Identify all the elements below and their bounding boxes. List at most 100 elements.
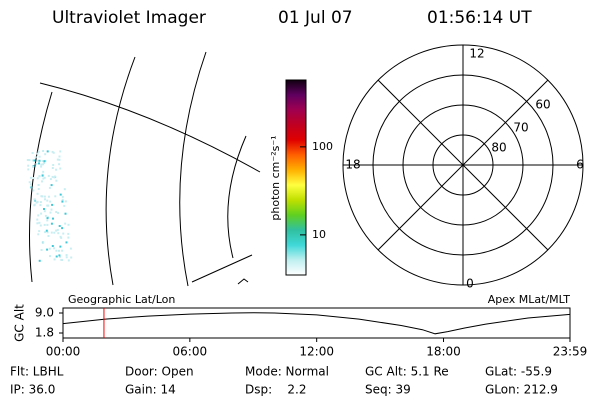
speckle (46, 231, 49, 234)
speckle (30, 183, 32, 186)
speckle (51, 245, 54, 247)
colorbar-label: photon cm⁻²s⁻¹ (269, 135, 282, 220)
speckle (38, 175, 41, 178)
parallel (191, 254, 253, 283)
speckle (59, 150, 62, 153)
speckle (38, 259, 41, 262)
x-tick-label: 00:00 (46, 345, 81, 359)
meridian (227, 135, 247, 259)
speckle (53, 176, 56, 179)
date: 01 Jul 07 (278, 8, 353, 28)
speckle (51, 150, 54, 153)
mlt-label: 0 (466, 277, 474, 291)
speckle (59, 235, 62, 238)
speckle (39, 204, 42, 207)
speckle (42, 170, 45, 173)
speckle (54, 195, 57, 198)
speckle (62, 232, 65, 235)
speckle (57, 212, 60, 214)
speckle (49, 178, 52, 181)
speckle (55, 211, 58, 213)
speckle (57, 232, 60, 235)
colorbar-tick-label: 10 (312, 228, 326, 241)
info-field: Seq: 39 (365, 383, 411, 397)
speckle (37, 233, 40, 236)
speckle (44, 198, 46, 201)
speckle (61, 259, 64, 261)
speckle (65, 256, 68, 259)
alt-line (62, 312, 571, 335)
speckle (27, 168, 30, 171)
map (29, 51, 261, 287)
speckle (69, 247, 72, 250)
speckle (31, 159, 34, 162)
speckle (43, 176, 46, 179)
speckle (30, 176, 32, 179)
speckle (59, 255, 61, 258)
speckle (31, 152, 34, 154)
speckle (59, 167, 62, 170)
aurora (26, 150, 73, 262)
speckle (46, 219, 49, 222)
speckle (37, 184, 40, 186)
speckle (39, 201, 42, 204)
speckle (51, 203, 54, 206)
lat-label: 60 (535, 98, 550, 112)
info-field: GLat: -55.9 (485, 365, 552, 379)
speckle (44, 231, 47, 234)
speckle (50, 231, 53, 234)
speckle (58, 158, 61, 161)
speckle (47, 174, 50, 177)
parallel (237, 278, 249, 285)
info-field: Gain: 14 (125, 383, 176, 397)
colorbar-tick-label: 100 (312, 140, 333, 153)
speckle (28, 181, 31, 184)
speckle (35, 163, 38, 166)
meridian (179, 51, 207, 287)
speckle (61, 227, 64, 230)
speckle (64, 222, 67, 225)
meridian (29, 91, 53, 283)
speckle (47, 235, 50, 237)
speckle (56, 158, 59, 161)
speckle (43, 210, 46, 213)
speckle (41, 160, 44, 163)
speckle (39, 224, 42, 227)
info-field: Flt: LBHL (10, 365, 64, 379)
speckle (59, 193, 62, 196)
speckle (55, 255, 58, 258)
speckle (49, 255, 51, 258)
info-field: Dsp: 2.2 (245, 383, 307, 397)
speckle (40, 165, 43, 168)
speckle (33, 198, 36, 201)
speckle (46, 150, 49, 153)
speckle (61, 198, 64, 201)
x-tick-label: 06:00 (173, 345, 208, 359)
speckle (58, 163, 61, 166)
speckle (41, 195, 44, 198)
speckle (43, 160, 46, 163)
speckle (58, 249, 60, 252)
speckle (49, 200, 52, 203)
speckle (50, 222, 53, 225)
speckle (50, 208, 53, 211)
speckle (40, 249, 43, 251)
speckle (36, 177, 39, 180)
speckle (38, 162, 40, 165)
info-field: GLon: 212.9 (485, 383, 558, 397)
time: 01:56:14 UT (427, 8, 532, 28)
speckle (26, 159, 29, 161)
parallel (39, 82, 261, 173)
speckle (30, 186, 33, 189)
speckle (38, 159, 41, 162)
speckle (52, 164, 55, 166)
speckle (59, 245, 62, 248)
speckle (41, 180, 43, 183)
speckle (42, 163, 45, 166)
speckle (56, 228, 59, 231)
speckle (51, 175, 54, 178)
speckle (33, 203, 36, 206)
speckle (46, 199, 49, 202)
speckle (46, 217, 49, 220)
